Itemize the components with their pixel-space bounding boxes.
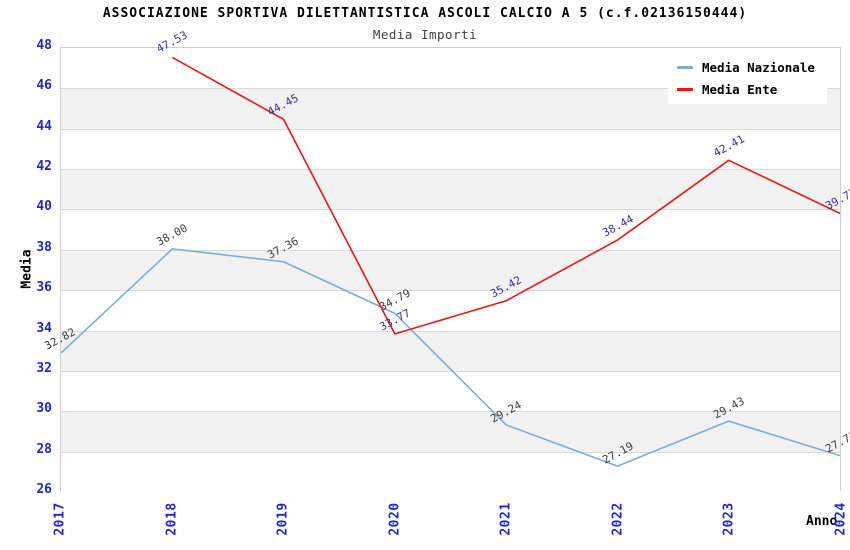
line-series-canvas <box>61 56 840 467</box>
grid-line <box>61 330 840 332</box>
plot-band <box>61 330 840 371</box>
y-tick-label: 48 <box>36 38 52 53</box>
plot-band <box>61 249 840 291</box>
y-tick-label: 32 <box>36 360 52 376</box>
y-tick-label: 38 <box>36 239 52 255</box>
y-tick-label: 28 <box>36 441 52 457</box>
grid-line <box>61 88 840 90</box>
grid-line <box>61 169 840 171</box>
y-tick-label: 42 <box>36 159 52 175</box>
plot-band <box>61 451 840 492</box>
y-tick-label: 36 <box>36 280 52 296</box>
x-tick-label: 2018 <box>164 502 180 536</box>
grid-line <box>61 249 840 251</box>
legend: Media Nazionale Media Ente <box>668 53 827 104</box>
x-tick-label: 2017 <box>52 502 68 536</box>
y-tick-label: 44 <box>36 118 52 134</box>
plot-band <box>61 169 840 210</box>
x-tick-label: 2022 <box>610 502 626 536</box>
plot-band <box>61 290 840 331</box>
x-tick-label: 2019 <box>275 502 291 536</box>
grid-line <box>61 209 840 211</box>
legend-item: Media Nazionale <box>677 60 815 75</box>
x-tick-label: 2023 <box>721 502 737 536</box>
legend-line-marker <box>677 88 693 91</box>
plot-band <box>61 370 840 412</box>
grid-line <box>61 290 840 292</box>
legend-label: Media Ente <box>702 82 778 97</box>
grid-line <box>61 451 840 453</box>
y-tick-label: 30 <box>36 401 52 417</box>
y-tick-label: 34 <box>36 320 52 336</box>
chart-title: ASSOCIAZIONE SPORTIVA DILETTANTISTICA AS… <box>102 6 748 21</box>
y-tick-label: 40 <box>36 199 52 215</box>
x-tick-label: 2020 <box>387 502 403 536</box>
grid-line <box>61 370 840 372</box>
series-line-media-ente <box>171 56 840 335</box>
legend-item: Media Ente <box>677 82 815 97</box>
x-tick-label: 2021 <box>498 502 514 536</box>
grid-line <box>61 128 840 130</box>
legend-line-marker <box>677 66 693 69</box>
series-line-media-nazionale <box>61 248 840 467</box>
chart-subtitle: Media Importi <box>372 27 478 42</box>
y-tick-label: 26 <box>36 482 52 497</box>
x-axis-title: Anno <box>806 514 838 529</box>
grid-line <box>61 411 840 413</box>
y-tick-label: 46 <box>36 78 52 94</box>
legend-label: Media Nazionale <box>702 60 815 75</box>
x-tick-label: 2024 <box>833 502 849 536</box>
plot-band <box>61 128 840 170</box>
plot-band <box>61 411 840 452</box>
plot-area <box>60 47 841 492</box>
plot-band <box>61 209 840 250</box>
